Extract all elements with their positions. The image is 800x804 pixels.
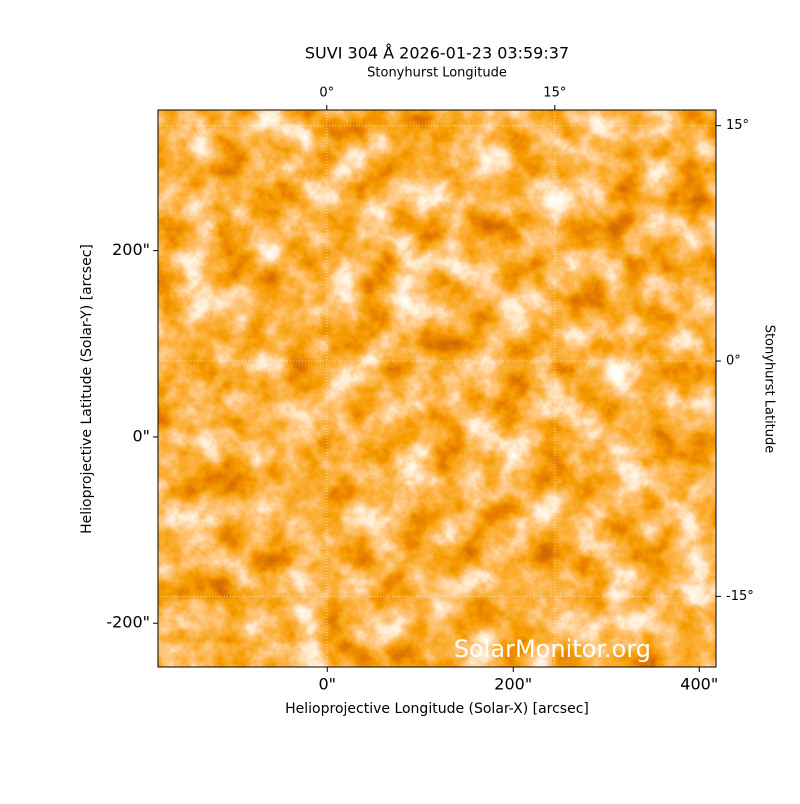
top-axis-label: Stonyhurst Longitude <box>367 66 507 81</box>
y-tick-label: 0" <box>132 426 150 445</box>
y-tick-label: 200" <box>112 240 150 259</box>
y-axis-label: Helioprojective Latitude (Solar-Y) [arcs… <box>79 244 95 534</box>
plot-frame <box>157 109 717 668</box>
right-axis-label: Stonyhurst Latitude <box>762 325 777 454</box>
solar-image-texture <box>158 110 716 667</box>
top-tick-label: 0° <box>319 86 334 101</box>
x-axis-label: Helioprojective Longitude (Solar-X) [arc… <box>285 701 589 717</box>
top-tick-label: 15° <box>543 86 566 101</box>
x-tick-label: 400" <box>680 675 718 694</box>
x-tick-label: 200" <box>494 675 532 694</box>
right-tick-label: 15° <box>726 118 749 133</box>
right-tick-label: -15° <box>726 589 754 604</box>
chart-title: SUVI 304 Å 2026-01-23 03:59:37 <box>305 44 569 63</box>
x-tick-label: 0" <box>318 675 336 694</box>
watermark: SolarMonitor.org <box>454 635 651 663</box>
y-tick-label: -200" <box>106 613 150 632</box>
right-tick-label: 0° <box>726 354 741 369</box>
